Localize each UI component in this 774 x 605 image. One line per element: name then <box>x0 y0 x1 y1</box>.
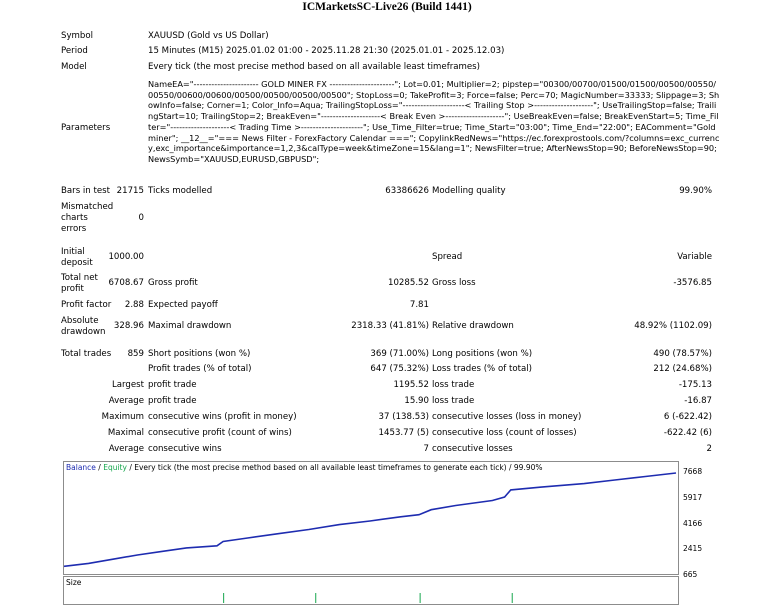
rel-drawdown-value: 48.92% (1102.09) <box>634 321 712 331</box>
avg-loss-value: -16.87 <box>684 396 712 406</box>
long-positions-label: Long positions (won %) <box>432 349 533 359</box>
legend-sep: / <box>95 463 104 472</box>
ticks-value: 63386626 <box>385 186 429 196</box>
avg-cons-wins-value: 7 <box>423 444 429 454</box>
max-cons-losses-label: consecutive losses (loss in money) <box>432 412 582 422</box>
avg-profit-value: 15.90 <box>404 396 429 406</box>
profit-trades-label: Profit trades (% of total) <box>148 364 252 374</box>
abs-drawdown-value: 328.96 <box>113 321 144 331</box>
y-tick-label: 665 <box>683 570 698 579</box>
deposit-label-2: deposit <box>61 258 93 268</box>
balance-chart: Balance / Equity / Every tick (the most … <box>63 461 679 575</box>
maximum-label: Maximum <box>101 412 144 422</box>
bars-label: Bars in test <box>61 186 110 196</box>
quality-value: 99.90% <box>679 186 712 196</box>
quality-label: Modelling quality <box>432 186 506 196</box>
y-tick-label: 2415 <box>683 544 703 553</box>
mismatch-label-1: Mismatched <box>61 202 114 212</box>
average-cons-label: Average <box>108 444 144 454</box>
profit-factor-label: Profit factor <box>61 300 112 310</box>
profit-factor-value: 2.88 <box>124 300 144 310</box>
symbol-label: Symbol <box>61 31 94 41</box>
net-profit-label-1: Total net <box>61 273 98 283</box>
average-label: Average <box>108 396 144 406</box>
loss-trades-label: Loss trades (% of total) <box>432 364 532 374</box>
deposit-label-1: Initial <box>61 247 85 257</box>
net-profit-value: 6708.67 <box>108 278 144 288</box>
avg-profit-label: profit trade <box>148 396 197 406</box>
gross-profit-label: Gross profit <box>148 278 198 288</box>
largest-profit-value: 1195.52 <box>393 380 429 390</box>
maximal-cons-profit-label: consecutive profit (count of wins) <box>148 428 292 438</box>
max-cons-wins-value: 37 (138.53) <box>378 412 429 422</box>
model-value: Every tick (the most precise method base… <box>148 62 481 72</box>
largest-loss-label: loss trade <box>432 380 475 390</box>
avg-cons-wins-label: consecutive wins <box>148 444 222 454</box>
largest-profit-label: profit trade <box>148 380 197 390</box>
gross-loss-value: -3576.85 <box>673 278 712 288</box>
legend-balance: Balance <box>66 463 96 472</box>
avg-cons-losses-value: 2 <box>706 444 712 454</box>
parameters-label: Parameters <box>61 123 111 133</box>
spread-value: Variable <box>677 252 712 262</box>
gross-profit-value: 10285.52 <box>387 278 429 288</box>
balance-chart-plot <box>64 472 677 568</box>
net-profit-label-2: profit <box>61 284 84 294</box>
short-positions-value: 369 (71.00%) <box>370 349 429 359</box>
max-cons-wins-label: consecutive wins (profit in money) <box>148 412 297 422</box>
model-label: Model <box>61 62 87 72</box>
largest-loss-value: -175.13 <box>678 380 712 390</box>
largest-label: Largest <box>111 380 144 390</box>
short-positions-label: Short positions (won %) <box>148 349 251 359</box>
long-positions-value: 490 (78.57%) <box>653 349 712 359</box>
avg-cons-losses-label: consecutive losses <box>432 444 513 454</box>
rel-drawdown-label: Relative drawdown <box>432 321 514 331</box>
mismatch-label-3: errors <box>61 224 87 234</box>
max-drawdown-value: 2318.33 (41.81%) <box>351 321 429 331</box>
size-chart-plot <box>223 593 513 603</box>
y-tick-label: 4166 <box>683 519 703 528</box>
period-value: 15 Minutes (M15) 2025.01.02 01:00 - 2025… <box>148 46 505 56</box>
total-trades-label: Total trades <box>61 349 112 359</box>
maximal-cons-loss-label: consecutive loss (count of losses) <box>432 428 577 438</box>
maximal-label: Maximal <box>107 428 144 438</box>
avg-loss-label: loss trade <box>432 396 475 406</box>
spread-label: Spread <box>432 252 463 262</box>
expected-payoff-label: Expected payoff <box>148 300 218 310</box>
balance-line <box>64 472 677 568</box>
size-chart-title: Size <box>66 578 82 587</box>
chart-legend: Balance / Equity / Every tick (the most … <box>66 463 543 472</box>
expected-payoff-value: 7.81 <box>409 300 429 310</box>
maximal-cons-loss-value: -622.42 (6) <box>663 428 712 438</box>
maximal-cons-profit-value: 1453.77 (5) <box>378 428 429 438</box>
ticks-label: Ticks modelled <box>148 186 213 196</box>
parameters-value: NameEA="---------------------- GOLD MINE… <box>148 79 720 164</box>
mismatch-value: 0 <box>138 213 144 223</box>
report-title: ICMarketsSC-Live26 (Build 1441) <box>302 1 472 13</box>
legend-equity: Equity <box>103 463 127 472</box>
bars-value: 21715 <box>116 186 144 196</box>
max-drawdown-label: Maximal drawdown <box>148 321 232 331</box>
abs-drawdown-label-2: drawdown <box>61 327 106 337</box>
y-tick-label: 7668 <box>683 467 703 476</box>
total-trades-value: 859 <box>127 349 144 359</box>
profit-trades-value: 647 (75.32%) <box>370 364 429 374</box>
y-tick-label: 5917 <box>683 493 703 502</box>
period-label: Period <box>61 46 88 56</box>
deposit-value: 1000.00 <box>108 252 144 262</box>
abs-drawdown-label-1: Absolute <box>61 316 99 326</box>
symbol-value: XAUUSD (Gold vs US Dollar) <box>148 31 269 41</box>
max-cons-losses-value: 6 (-622.42) <box>663 412 712 422</box>
gross-loss-label: Gross loss <box>432 278 476 288</box>
mismatch-label-2: charts <box>61 213 88 223</box>
loss-trades-value: 212 (24.68%) <box>653 364 712 374</box>
size-chart: Size <box>63 576 679 605</box>
legend-description: / Every tick (the most precise method ba… <box>126 463 543 472</box>
